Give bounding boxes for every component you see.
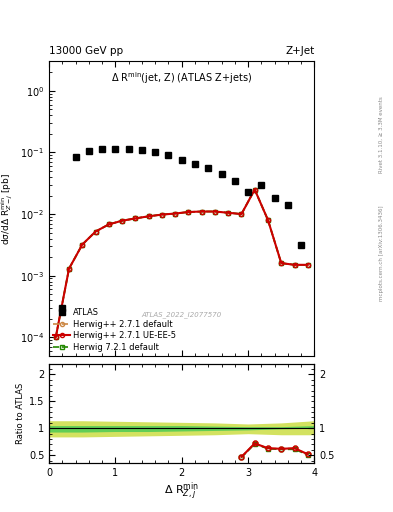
Text: mcplots.cern.ch [arXiv:1306.3436]: mcplots.cern.ch [arXiv:1306.3436]: [379, 205, 384, 301]
X-axis label: $\Delta$ R$^{\mathrm{min}}_{Z,j}$: $\Delta$ R$^{\mathrm{min}}_{Z,j}$: [164, 481, 199, 503]
Text: Z+Jet: Z+Jet: [285, 46, 314, 56]
Text: ATLAS_2022_I2077570: ATLAS_2022_I2077570: [141, 311, 222, 317]
Y-axis label: Ratio to ATLAS: Ratio to ATLAS: [16, 383, 25, 444]
Legend: ATLAS, Herwig++ 2.7.1 default, Herwig++ 2.7.1 UE-EE-5, Herwig 7.2.1 default: ATLAS, Herwig++ 2.7.1 default, Herwig++ …: [53, 308, 176, 352]
Text: Rivet 3.1.10, ≥ 3.3M events: Rivet 3.1.10, ≥ 3.3M events: [379, 97, 384, 174]
Y-axis label: dσ/dΔ R$^{\mathrm{min}}_{Z-j}$ [pb]: dσ/dΔ R$^{\mathrm{min}}_{Z-j}$ [pb]: [0, 173, 15, 245]
Text: 13000 GeV pp: 13000 GeV pp: [49, 46, 123, 56]
Text: $\Delta$ R$^{\mathrm{min}}$(jet, Z) (ATLAS Z+jets): $\Delta$ R$^{\mathrm{min}}$(jet, Z) (ATL…: [111, 70, 252, 86]
